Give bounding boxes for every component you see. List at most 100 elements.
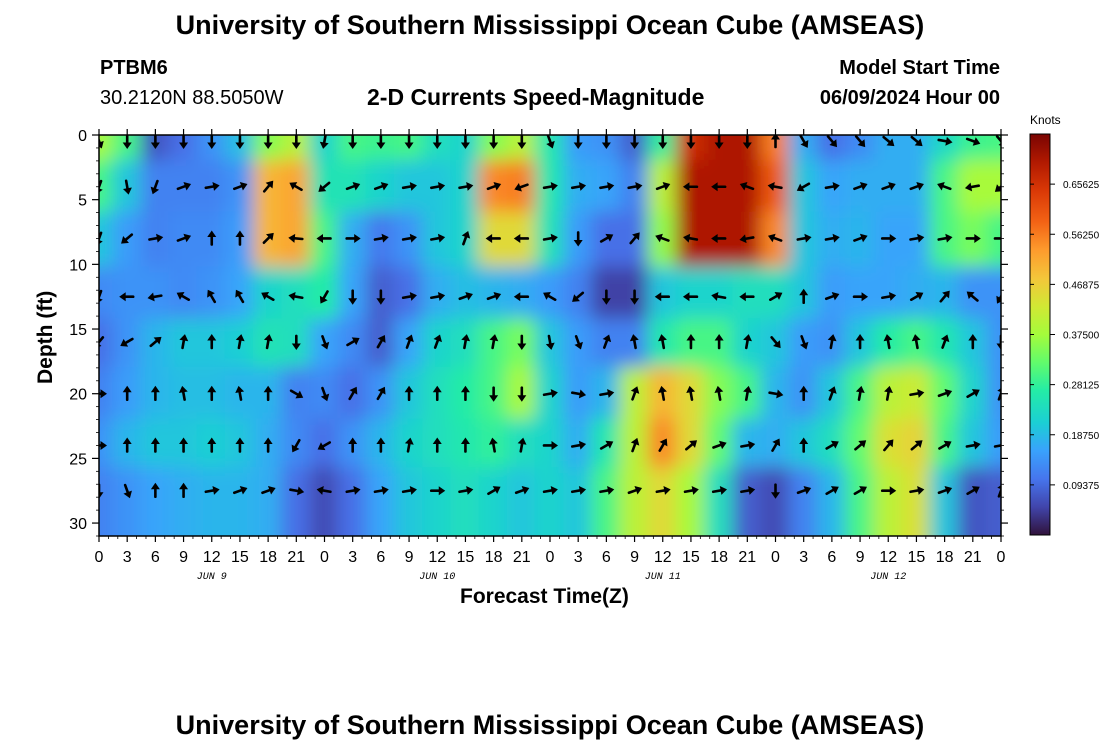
heatmap-cell xyxy=(816,266,847,321)
current-arrow xyxy=(938,440,952,450)
current-arrow xyxy=(485,233,501,243)
current-arrow xyxy=(488,437,498,453)
heatmap-cell xyxy=(450,135,481,162)
current-arrow xyxy=(768,389,784,399)
heatmap-cell xyxy=(365,211,396,269)
current-arrow xyxy=(458,291,473,301)
current-arrow xyxy=(711,486,728,495)
current-arrow xyxy=(542,486,558,495)
current-arrow xyxy=(968,333,978,350)
heatmap-cell xyxy=(816,135,847,162)
x-tick-label: 9 xyxy=(405,549,414,566)
current-arrow xyxy=(996,334,1001,350)
heatmap-cell xyxy=(816,418,847,470)
x-tick-label: 0 xyxy=(997,549,1006,566)
current-arrow xyxy=(739,292,755,302)
heatmap-cell xyxy=(99,467,115,536)
heatmap-cell xyxy=(365,135,396,162)
current-arrow xyxy=(291,438,301,453)
current-arrow xyxy=(770,336,781,349)
heatmap-cell xyxy=(112,318,143,369)
current-arrow xyxy=(601,289,611,305)
current-arrow xyxy=(546,135,555,149)
current-arrow xyxy=(373,486,389,495)
current-arrow xyxy=(711,233,727,243)
current-arrow xyxy=(883,334,893,350)
current-arrow xyxy=(542,182,558,191)
current-arrow xyxy=(911,334,921,350)
current-arrow xyxy=(993,443,1001,448)
current-arrow xyxy=(261,292,275,301)
heatmap-cell xyxy=(422,467,453,536)
heatmap-cell xyxy=(563,467,594,536)
heatmap-cell xyxy=(534,211,566,269)
heatmap-cell xyxy=(816,211,847,269)
heatmap-cell xyxy=(873,467,904,536)
current-arrow xyxy=(486,291,502,301)
current-arrow xyxy=(122,385,132,402)
current-arrow xyxy=(99,440,107,450)
current-arrow xyxy=(179,334,189,350)
heatmap-cell xyxy=(224,135,256,162)
heatmap-cell xyxy=(281,211,312,269)
current-arrow xyxy=(179,437,189,453)
current-arrow xyxy=(799,335,809,350)
heatmap-cell xyxy=(112,467,143,536)
current-arrow xyxy=(121,233,134,244)
current-arrow xyxy=(235,289,245,304)
current-arrow xyxy=(881,292,897,301)
x-tick-label: 3 xyxy=(574,549,583,566)
current-arrow xyxy=(430,182,446,191)
heatmap-cell xyxy=(309,418,340,470)
x-axis-label: Forecast Time(Z) xyxy=(460,585,629,608)
heatmap-cell xyxy=(422,211,453,269)
plot-title: 2-D Currents Speed-Magnitude xyxy=(367,84,705,110)
current-arrow xyxy=(882,135,895,147)
current-arrow xyxy=(658,135,668,149)
current-arrow xyxy=(517,386,527,402)
heatmap-cell xyxy=(844,266,876,321)
model-start-label: Model Start Time xyxy=(839,57,1000,79)
x-tick-label: 9 xyxy=(630,549,639,566)
y-tick-label: 20 xyxy=(69,387,87,404)
current-arrow xyxy=(910,135,923,147)
current-arrow xyxy=(796,485,812,495)
heatmap-cell xyxy=(929,467,960,536)
heatmap-cell xyxy=(732,211,763,269)
day-label: JUN 10 xyxy=(419,572,455,583)
current-arrow xyxy=(262,232,274,245)
current-arrow xyxy=(966,291,979,302)
heatmap-cell xyxy=(873,266,904,321)
current-arrow xyxy=(401,182,417,191)
heatmap-cell xyxy=(534,418,566,470)
x-tick-label: 0 xyxy=(771,549,780,566)
current-arrow xyxy=(119,292,135,302)
current-arrow xyxy=(176,182,192,191)
x-tick-label: 18 xyxy=(710,549,728,566)
current-arrow xyxy=(884,385,893,401)
current-arrow xyxy=(799,385,809,402)
heatmap-cell xyxy=(337,467,368,536)
current-arrow xyxy=(207,437,217,453)
heatmap-cell xyxy=(393,211,425,269)
current-arrow xyxy=(204,486,220,495)
current-arrow xyxy=(432,385,442,402)
heatmap-cell xyxy=(140,135,171,162)
current-arrow xyxy=(767,182,783,191)
heatmap-cell xyxy=(957,467,988,536)
heatmap-cell xyxy=(760,467,791,536)
current-arrow xyxy=(655,486,671,495)
current-arrow xyxy=(909,389,925,398)
heatmap-cell xyxy=(591,135,622,162)
current-arrow xyxy=(123,483,132,499)
current-arrow xyxy=(489,334,499,350)
current-arrow xyxy=(401,233,417,243)
current-arrow xyxy=(602,334,612,349)
colorbar-tick-label: 0.56250 xyxy=(1063,230,1100,241)
y-tick-label: 0 xyxy=(78,128,87,145)
x-tick-label: 3 xyxy=(123,549,132,566)
current-arrow xyxy=(599,440,614,450)
x-tick-label: 6 xyxy=(376,549,385,566)
current-arrow xyxy=(711,292,727,301)
heatmap-cell xyxy=(99,211,115,269)
